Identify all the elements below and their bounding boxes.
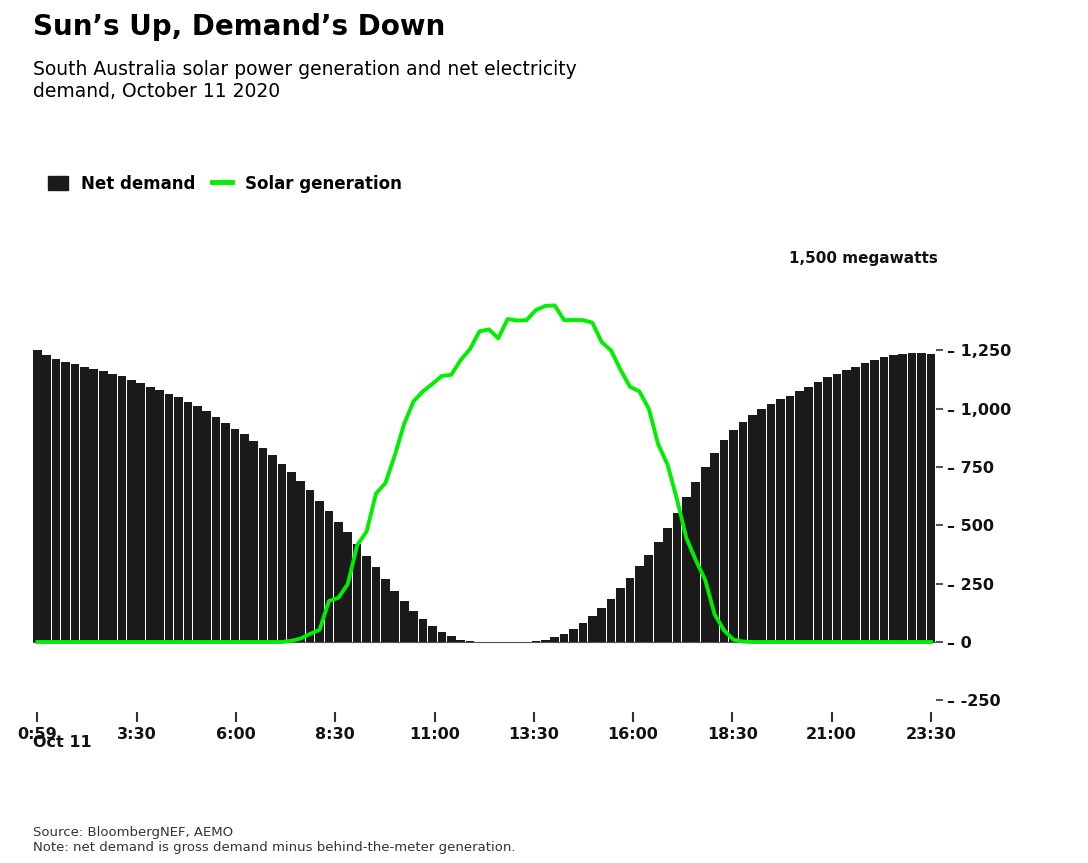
Bar: [672, 513, 681, 642]
Bar: [296, 481, 305, 642]
Bar: [156, 390, 164, 642]
Bar: [52, 359, 61, 642]
Bar: [428, 626, 436, 642]
Bar: [532, 641, 541, 642]
Text: Sun’s Up, Demand’s Down: Sun’s Up, Demand’s Down: [33, 13, 445, 41]
Bar: [597, 608, 606, 642]
Bar: [437, 632, 446, 642]
Bar: [136, 383, 145, 642]
Bar: [89, 369, 98, 642]
Bar: [682, 497, 691, 642]
Bar: [334, 522, 343, 642]
Bar: [842, 370, 851, 642]
Bar: [889, 355, 898, 642]
Bar: [109, 374, 116, 642]
Bar: [852, 367, 860, 642]
Bar: [391, 590, 399, 642]
Bar: [174, 397, 183, 642]
Text: Oct 11: Oct 11: [33, 735, 91, 750]
Bar: [221, 423, 230, 642]
Bar: [240, 434, 249, 642]
Bar: [560, 633, 568, 642]
Bar: [400, 602, 408, 642]
Bar: [579, 623, 588, 642]
Bar: [701, 467, 709, 642]
Bar: [184, 402, 193, 642]
Bar: [569, 629, 578, 642]
Bar: [616, 589, 625, 642]
Bar: [362, 556, 371, 642]
Bar: [907, 353, 916, 642]
Bar: [739, 422, 747, 642]
Bar: [231, 429, 239, 642]
Text: 1,500 megawatts: 1,500 megawatts: [789, 251, 938, 266]
Bar: [635, 566, 644, 642]
Bar: [757, 409, 766, 642]
Bar: [99, 371, 108, 642]
Text: Source: BloombergNEF, AEMO
Note: net demand is gross demand minus behind-the-met: Source: BloombergNEF, AEMO Note: net dem…: [33, 827, 515, 854]
Bar: [588, 616, 596, 642]
Bar: [795, 391, 804, 642]
Bar: [249, 441, 258, 642]
Bar: [541, 639, 549, 642]
Bar: [287, 472, 296, 642]
Bar: [419, 619, 428, 642]
Bar: [664, 527, 672, 642]
Bar: [804, 387, 813, 642]
Bar: [324, 512, 333, 642]
Legend: Net demand, Solar generation: Net demand, Solar generation: [41, 168, 409, 199]
Bar: [747, 414, 756, 642]
Bar: [776, 400, 784, 642]
Bar: [277, 463, 286, 642]
Bar: [71, 364, 79, 642]
Bar: [316, 501, 324, 642]
Bar: [164, 394, 173, 642]
Bar: [202, 411, 211, 642]
Bar: [832, 374, 841, 642]
Bar: [268, 456, 276, 642]
Bar: [710, 453, 719, 642]
Bar: [607, 599, 616, 642]
Bar: [381, 579, 390, 642]
Bar: [193, 406, 201, 642]
Bar: [81, 367, 89, 642]
Bar: [353, 544, 361, 642]
Bar: [127, 380, 136, 642]
Bar: [118, 376, 126, 642]
Bar: [917, 353, 926, 642]
Bar: [729, 430, 738, 642]
Bar: [306, 490, 314, 642]
Bar: [456, 639, 465, 642]
Bar: [879, 357, 888, 642]
Bar: [824, 377, 832, 642]
Bar: [654, 542, 663, 642]
Bar: [644, 555, 653, 642]
Bar: [344, 532, 353, 642]
Bar: [551, 638, 559, 642]
Bar: [447, 636, 456, 642]
Bar: [61, 362, 70, 642]
Bar: [899, 354, 907, 642]
Bar: [146, 387, 154, 642]
Bar: [814, 382, 823, 642]
Text: South Australia solar power generation and net electricity
demand, October 11 20: South Australia solar power generation a…: [33, 60, 577, 102]
Bar: [42, 355, 51, 642]
Bar: [870, 360, 879, 642]
Bar: [767, 404, 776, 642]
Bar: [33, 350, 41, 642]
Bar: [719, 440, 728, 642]
Bar: [786, 396, 794, 642]
Bar: [692, 482, 701, 642]
Bar: [927, 354, 936, 642]
Bar: [626, 578, 634, 642]
Bar: [212, 417, 221, 642]
Bar: [861, 363, 869, 642]
Bar: [409, 610, 418, 642]
Bar: [372, 567, 381, 642]
Bar: [259, 449, 268, 642]
Bar: [466, 641, 474, 642]
